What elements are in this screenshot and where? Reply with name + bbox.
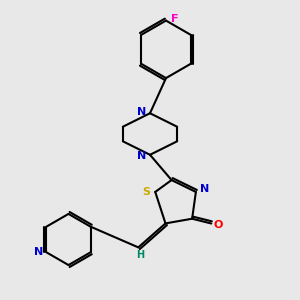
Text: N: N	[137, 106, 147, 117]
Text: N: N	[200, 184, 209, 194]
Text: S: S	[142, 187, 151, 197]
Text: O: O	[213, 220, 222, 230]
Text: N: N	[34, 247, 43, 257]
Text: N: N	[137, 152, 147, 161]
Text: F: F	[171, 14, 179, 24]
Text: H: H	[136, 250, 144, 260]
